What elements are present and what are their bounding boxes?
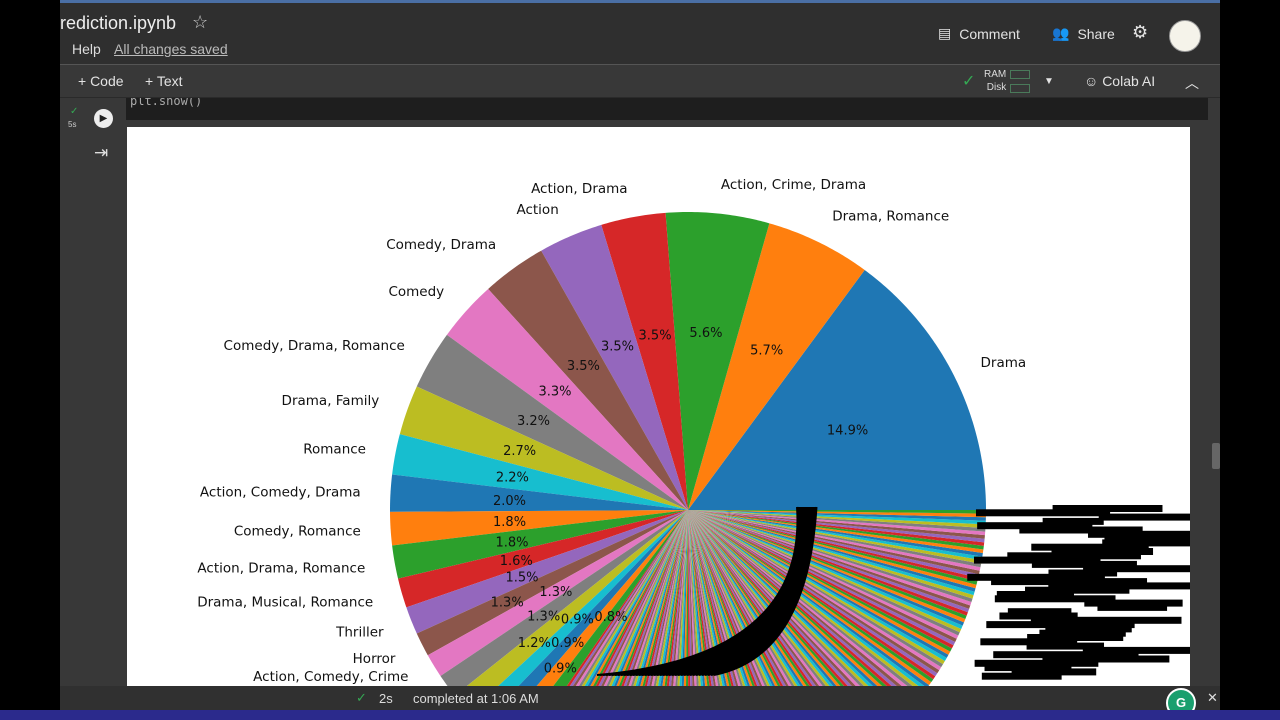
disk-label: Disk [984, 81, 1006, 94]
add-code-button[interactable]: + Code [78, 73, 124, 89]
slice-label: Comedy, Drama, Romance [224, 338, 405, 354]
disk-bar [1010, 84, 1030, 93]
pct-label: 1.8% [493, 515, 526, 530]
slice-label: Drama, Romance [832, 209, 949, 225]
share-button[interactable]: 👥 Share [1052, 25, 1115, 42]
pct-label: 1.3% [527, 610, 560, 625]
code-editor[interactable]: plt.show() [126, 98, 1208, 120]
slice-label: Action, Comedy, Drama [200, 484, 361, 500]
overlapping-labels [1099, 514, 1190, 521]
slice-label: Action [516, 202, 558, 218]
overlapping-labels [976, 509, 1110, 516]
ram-label: RAM [984, 68, 1006, 81]
comment-button[interactable]: ▤ Comment [938, 25, 1020, 42]
slice-label: Action, Crime, Drama [721, 177, 866, 193]
pct-label: 3.2% [517, 414, 550, 429]
run-cell-button[interactable]: ▶ [94, 109, 113, 128]
pct-label: 3.3% [538, 384, 571, 399]
colab-ai-icon: ☺ [1084, 73, 1102, 89]
chevron-down-icon[interactable]: ▼ [1044, 76, 1054, 87]
toolbar: + Code + Text ✓ RAM Disk ▼ ☺ Colab AI ︿ [60, 66, 1220, 98]
pct-label: 3.5% [601, 340, 634, 355]
cell-output: 14.9% Drama 5.7% Drama, Romance 5.6% Action, … [127, 127, 1190, 686]
slice-label: Action, Drama, Romance [197, 560, 365, 576]
close-icon[interactable]: ✕ [1207, 690, 1218, 706]
people-icon: 👥 [1052, 25, 1069, 42]
pct-label: 2.0% [493, 494, 526, 509]
output-menu-icon[interactable]: ⇥ [94, 143, 108, 163]
pct-label: 1.3% [491, 595, 524, 610]
notebook-title[interactable]: rediction.ipynb [60, 13, 176, 34]
slice-label: Drama, Musical, Romance [197, 594, 373, 610]
slice-label: Action, Comedy, Crime [253, 669, 408, 685]
slice-label: Romance [303, 442, 366, 458]
comment-label: Comment [959, 26, 1020, 42]
check-icon: ✓ [962, 71, 975, 91]
collapse-icon[interactable]: ︿ [1185, 73, 1199, 93]
menu-help[interactable]: Help [72, 41, 101, 57]
pct-label: 0.9% [551, 636, 584, 651]
pct-label: 5.7% [750, 343, 783, 358]
overlapping-labels [1097, 604, 1167, 611]
taskbar [0, 710, 1280, 720]
comment-icon: ▤ [938, 25, 951, 42]
status-bar: ✓ 2s completed at 1:06 AM G ✕ [60, 686, 1220, 710]
pct-label: 2.2% [496, 470, 529, 485]
status-check-icon: ✓ [356, 690, 367, 706]
slice-label: Drama [981, 355, 1027, 371]
avatar[interactable] [1169, 20, 1201, 52]
exec-check-icon: ✓ [70, 106, 78, 117]
add-text-button[interactable]: + Text [145, 73, 183, 89]
colab-ai-button[interactable]: ☺ Colab AI [1084, 73, 1155, 89]
star-icon[interactable]: ☆ [192, 12, 208, 33]
status-duration: 2s [379, 691, 393, 706]
pct-label: 1.5% [505, 570, 538, 585]
pct-label: 1.8% [495, 535, 528, 550]
resources-indicator[interactable]: RAM Disk [984, 68, 1006, 94]
slice-label: Thriller [335, 625, 384, 641]
colab-ai-label: Colab AI [1102, 73, 1155, 89]
exec-time: 5s [68, 120, 76, 129]
pct-label: 1.6% [500, 554, 533, 569]
pct-label: 0.8% [594, 610, 627, 625]
ram-bar [1010, 70, 1030, 79]
pct-label: 14.9% [827, 423, 868, 438]
status-message: completed at 1:06 AM [413, 691, 539, 706]
slice-label: Comedy [388, 284, 444, 300]
slice-label: Drama, Family [282, 393, 380, 409]
pct-label: 1.2% [518, 636, 551, 651]
pie-chart: 14.9% Drama 5.7% Drama, Romance 5.6% Action, … [127, 127, 1190, 686]
pct-label: 3.5% [567, 359, 600, 374]
slice-label: Comedy, Drama [386, 237, 496, 253]
pct-label: 5.6% [689, 326, 722, 341]
gear-icon[interactable]: ⚙ [1132, 22, 1148, 43]
pct-label: 3.5% [639, 328, 672, 343]
pct-label: 0.9% [544, 661, 577, 676]
scrollbar[interactable] [1212, 443, 1220, 469]
slice-label: Comedy, Romance [234, 524, 361, 540]
overlapping-labels [982, 673, 1062, 680]
header: rediction.ipynb ☆ Help All changes saved… [60, 3, 1220, 65]
save-status[interactable]: All changes saved [114, 41, 228, 57]
slice-label: Action, Drama [531, 181, 628, 197]
slice-label: Horror [353, 651, 396, 667]
pct-label: 0.9% [561, 613, 594, 628]
pct-label: 2.7% [503, 444, 536, 459]
pct-label: 1.3% [539, 585, 572, 600]
colab-notebook: rediction.ipynb ☆ Help All changes saved… [60, 0, 1220, 710]
share-label: Share [1077, 26, 1114, 42]
